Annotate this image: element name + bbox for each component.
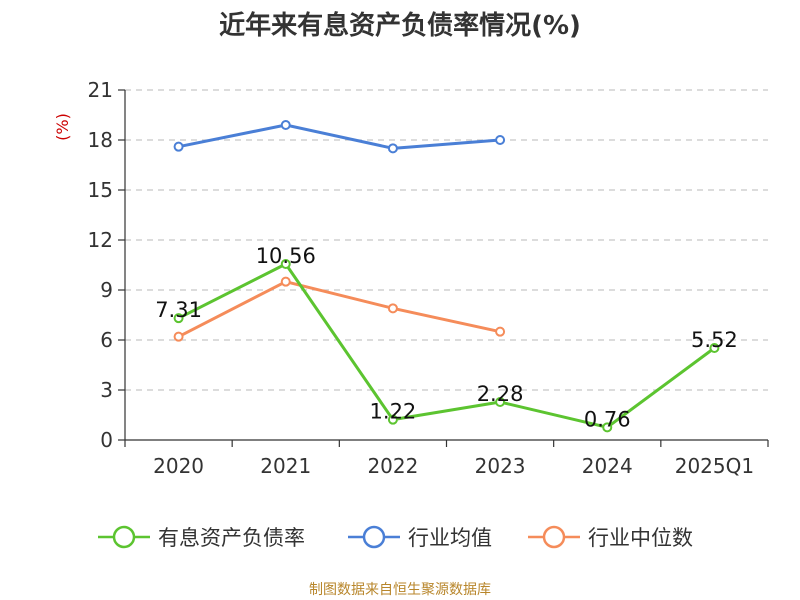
data-label: 2.28	[477, 382, 524, 406]
data-point	[495, 397, 506, 407]
data-point	[495, 135, 506, 145]
grid-lines	[125, 89, 768, 391]
legend-label: 有息资产负债率	[158, 526, 305, 550]
y-tick-label: 3	[100, 378, 113, 402]
data-label: 7.31	[155, 298, 202, 322]
x-tick-label: 2021	[260, 454, 311, 478]
data-point	[709, 343, 720, 353]
series-line	[178, 123, 501, 150]
source-note: 制图数据来自恒生聚源数据库	[309, 582, 491, 598]
y-tick-label: 9	[100, 278, 113, 302]
y-tick-label: 12	[88, 228, 113, 252]
y-tick-label: 6	[100, 328, 113, 352]
x-tick-label: 2023	[475, 454, 526, 478]
y-tick-label: 18	[88, 128, 113, 152]
data-point	[387, 414, 398, 425]
data-label: 0.76	[584, 407, 631, 431]
data-label: 1.22	[370, 400, 417, 424]
legend-marker	[362, 525, 386, 549]
chart-title: 近年来有息资产负债率情况(%)	[219, 10, 581, 41]
series-line	[177, 262, 716, 429]
y-axis-unit-label: (%)	[53, 113, 72, 141]
legend-label: 行业中位数	[588, 526, 693, 550]
x-tick-label: 2020	[153, 454, 204, 478]
data-labels: 7.31 10.56 1.22 2.28 0.76 5.52	[155, 244, 738, 431]
data-label: 5.52	[691, 328, 738, 352]
data-point	[495, 326, 506, 337]
legend-marker	[542, 525, 566, 549]
series-line	[177, 280, 501, 339]
legend: 有息资产负债率 行业均值 行业中位数	[98, 525, 693, 550]
data-point	[280, 259, 291, 269]
y-tick-label: 21	[88, 78, 113, 102]
x-tick-label: 2022	[367, 454, 418, 478]
data-point	[602, 422, 613, 433]
series-points	[173, 120, 720, 433]
legend-marker	[112, 525, 136, 549]
data-point	[280, 120, 291, 130]
data-label: 10.56	[256, 244, 316, 268]
y-tick-label: 15	[88, 178, 113, 202]
x-tick-label: 2024	[582, 454, 633, 478]
legend-label: 行业均值	[408, 526, 492, 550]
data-point	[173, 331, 184, 342]
axes: 0 3 6 9 12 15 18 21 2020 2021 2022 2023 2024 2025Q1	[88, 78, 769, 478]
data-point	[280, 276, 291, 287]
data-point	[173, 141, 184, 152]
data-point	[387, 143, 398, 154]
y-tick-label: 0	[100, 428, 113, 452]
data-point	[173, 313, 184, 324]
x-tick-label: 2025Q1	[675, 454, 754, 478]
series-lines	[177, 123, 716, 429]
data-point	[387, 303, 398, 314]
